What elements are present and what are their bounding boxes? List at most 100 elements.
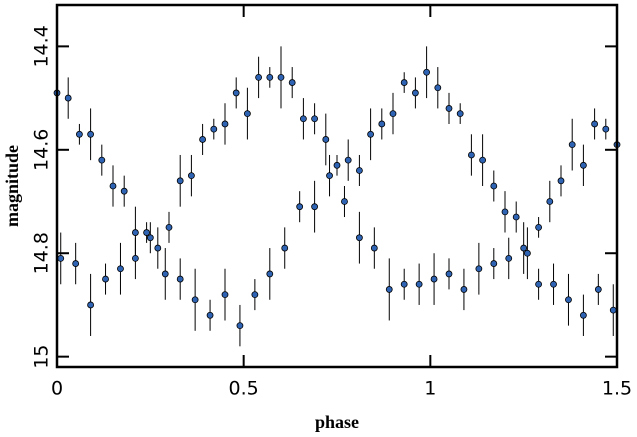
data-point	[609, 306, 617, 314]
data-point	[98, 156, 106, 164]
data-point	[501, 208, 509, 216]
data-point	[72, 260, 80, 267]
data-point	[299, 115, 307, 123]
data-point	[355, 167, 363, 174]
data-point	[333, 161, 341, 169]
data-point	[341, 198, 348, 205]
data-point	[550, 280, 557, 288]
plot-frame	[55, 3, 619, 369]
data-point	[131, 254, 139, 262]
data-point	[602, 125, 610, 133]
data-point	[109, 182, 117, 190]
data-point	[176, 275, 184, 283]
data-point	[154, 244, 162, 252]
data-point	[131, 229, 139, 236]
data-point	[490, 182, 498, 190]
data-point	[411, 89, 419, 97]
data-point	[591, 120, 598, 128]
data-point	[456, 110, 464, 117]
data-point	[535, 223, 542, 231]
data-point	[143, 229, 151, 236]
y-axis-label: magnitude	[2, 145, 22, 227]
data-point	[378, 120, 386, 128]
data-point	[255, 74, 263, 81]
data-point	[87, 130, 94, 138]
data-point	[580, 161, 587, 169]
data-point	[467, 151, 475, 159]
x-tick-label: 1.5	[602, 378, 632, 400]
data-point	[370, 244, 378, 252]
data-point	[199, 136, 207, 143]
data-point	[565, 296, 572, 304]
data-point	[520, 244, 528, 252]
data-point	[423, 68, 431, 76]
data-point	[165, 223, 173, 231]
y-tick-label: 15	[31, 345, 53, 369]
x-axis-label: phase	[315, 412, 359, 432]
data-point	[210, 125, 218, 133]
data-point	[385, 286, 393, 293]
data-point	[460, 286, 468, 293]
data-point	[288, 79, 296, 86]
data-point	[221, 291, 229, 299]
data-point	[120, 187, 128, 195]
data-point	[475, 265, 483, 273]
data-point	[557, 177, 565, 185]
data-point	[322, 136, 330, 143]
data-point	[311, 203, 319, 211]
data-point	[430, 275, 438, 283]
data-point	[102, 275, 109, 283]
data-point	[594, 286, 602, 293]
data-point	[344, 156, 352, 164]
data-point	[512, 213, 520, 221]
data-point	[281, 244, 289, 252]
x-tick-label: 1	[424, 378, 436, 400]
data-point	[326, 172, 333, 180]
data-point	[64, 94, 72, 102]
y-tick-label: 14.8	[31, 232, 53, 274]
data-point	[191, 296, 199, 304]
data-point	[367, 130, 375, 138]
y-tick-label: 14.6	[31, 129, 53, 171]
data-point	[117, 265, 124, 273]
data-point	[206, 311, 214, 319]
data-point	[546, 198, 554, 205]
data-point	[187, 172, 195, 180]
data-point	[415, 280, 423, 288]
x-tick-label: 0.5	[229, 378, 259, 400]
x-tick-label: 0	[51, 378, 63, 400]
data-point	[243, 110, 251, 117]
data-point	[389, 110, 397, 117]
data-point	[479, 156, 487, 164]
data-point	[490, 260, 498, 267]
data-point	[57, 254, 65, 262]
data-point	[251, 291, 259, 299]
data-point	[176, 177, 184, 185]
data-point	[266, 74, 274, 81]
data-point	[311, 115, 319, 123]
y-tick-label: 14.4	[31, 25, 53, 67]
data-point	[146, 234, 154, 242]
data-point	[87, 301, 94, 309]
data-point	[400, 79, 408, 86]
data-point	[400, 280, 408, 288]
data-point	[221, 120, 229, 128]
data-point	[236, 322, 244, 330]
data-point	[434, 84, 442, 92]
data-point	[76, 130, 83, 138]
data-point	[445, 270, 453, 278]
data-point	[266, 270, 274, 278]
data-point	[232, 89, 240, 97]
data-point	[580, 311, 587, 319]
data-point	[568, 141, 576, 149]
data-point	[277, 74, 285, 81]
data-point	[524, 249, 531, 257]
data-point	[535, 280, 542, 288]
data-point	[355, 234, 363, 242]
data-point	[445, 105, 453, 112]
data-point	[296, 203, 304, 211]
data-point	[505, 254, 513, 262]
data-point	[161, 270, 169, 278]
